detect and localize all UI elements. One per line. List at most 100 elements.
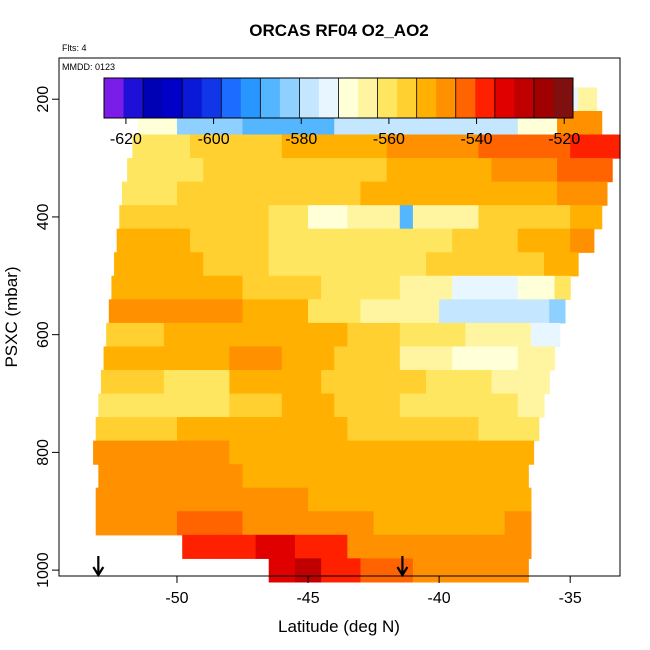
heat-cell — [554, 275, 571, 300]
arrow-marker-head — [92, 566, 105, 578]
heat-cell — [360, 440, 440, 465]
y-tick-label: 600 — [35, 321, 52, 348]
heat-cell — [439, 487, 506, 512]
heat-cell — [491, 252, 545, 277]
heat-cell — [570, 205, 603, 230]
heat-cell — [268, 228, 335, 253]
heat-cell — [242, 417, 296, 442]
heat-cell — [95, 511, 178, 536]
colorbar-swatch — [358, 78, 379, 118]
colorbar: -620 -600 -580 -560 -540 -520 — [103, 77, 580, 148]
x-tick-label: -35 — [559, 590, 582, 607]
heat-cell — [229, 440, 296, 465]
heat-cell — [294, 322, 348, 348]
colorbar-swatch — [260, 78, 281, 118]
heat-cell — [504, 299, 550, 324]
colorbar-swatch — [514, 78, 535, 118]
heat-cell — [163, 299, 244, 324]
plot-frame — [58, 57, 621, 577]
heat-cell — [294, 534, 348, 559]
colorbar-swatch — [104, 78, 125, 118]
heatmap-cells — [93, 87, 621, 583]
colorbar-swatch — [240, 78, 261, 118]
heat-cell — [570, 228, 595, 253]
y-tick-label: 200 — [35, 86, 52, 113]
heat-cell — [95, 417, 178, 442]
heat-cell — [373, 511, 440, 536]
heat-cell — [163, 322, 244, 348]
heat-cell — [399, 275, 453, 300]
colorbar-tick-label: -600 — [198, 131, 230, 148]
heat-cell — [95, 487, 178, 512]
heat-cell — [308, 205, 348, 230]
colorbar-swatch — [533, 78, 554, 118]
heat-cell — [100, 369, 165, 395]
heat-cell — [399, 205, 414, 230]
heat-cell — [399, 228, 453, 253]
heat-cell — [578, 87, 598, 112]
heat-cell — [491, 369, 550, 395]
heat-cell — [360, 181, 466, 206]
heat-cell — [294, 440, 362, 465]
heat-cell — [517, 275, 556, 300]
heat-cell — [360, 299, 440, 324]
colorbar-swatch — [436, 78, 457, 118]
colorbar-swatch — [182, 78, 203, 118]
heat-cell — [190, 205, 270, 230]
heat-cell — [268, 558, 296, 583]
flights-label: Flts: 4 — [62, 43, 87, 53]
heat-cell — [549, 299, 566, 324]
heat-cell — [93, 440, 165, 465]
heat-cell — [465, 181, 558, 206]
heat-cell — [190, 134, 283, 159]
heat-cell — [176, 181, 283, 206]
y-axis-label: PSXC (mbar) — [2, 266, 21, 367]
colorbar-swatch — [494, 78, 515, 118]
heat-cell — [530, 322, 561, 348]
heat-cell — [321, 558, 362, 583]
heat-cell — [111, 275, 165, 300]
heat-cell — [478, 205, 571, 230]
heat-cell — [242, 487, 309, 512]
heat-cell — [190, 228, 270, 253]
heat-cell — [557, 158, 613, 183]
heat-cell — [478, 134, 571, 159]
heat-cell — [517, 346, 556, 371]
heat-cell — [347, 252, 427, 277]
heat-cell — [478, 558, 529, 583]
heat-cell — [373, 464, 440, 489]
heat-cell — [281, 181, 362, 206]
heat-cell — [229, 393, 283, 418]
heat-cell — [412, 534, 480, 559]
heat-cell — [216, 534, 257, 559]
colorbar-swatch — [279, 78, 300, 118]
heat-cell — [412, 558, 480, 583]
colorbar-frame — [103, 77, 574, 119]
heat-cell — [557, 181, 608, 206]
heat-cell — [373, 487, 440, 512]
heat-cell — [176, 417, 244, 442]
heat-cell — [478, 534, 532, 559]
heat-cell — [308, 299, 362, 324]
heat-cell — [412, 205, 480, 230]
colorbar-swatch — [377, 78, 398, 118]
x-axis: -50 -45 -40 -35 — [165, 576, 582, 607]
heat-cell — [255, 534, 296, 559]
heat-cell — [491, 158, 558, 183]
heat-cell — [203, 158, 296, 183]
heat-cell — [321, 369, 375, 395]
arrow-marker-head — [396, 566, 409, 578]
heat-cell — [108, 299, 165, 324]
heat-cell — [308, 464, 375, 489]
heat-cell — [412, 417, 480, 442]
heat-cell — [106, 322, 165, 348]
colorbar-tick-label: -520 — [548, 131, 580, 148]
heat-cell — [334, 346, 401, 371]
heat-cell — [399, 322, 466, 348]
heat-cell — [386, 158, 493, 183]
heat-cell — [176, 464, 244, 489]
heat-cell — [308, 511, 375, 536]
heat-cell — [439, 464, 506, 489]
heat-cell — [504, 487, 532, 512]
heat-cell — [504, 440, 535, 465]
